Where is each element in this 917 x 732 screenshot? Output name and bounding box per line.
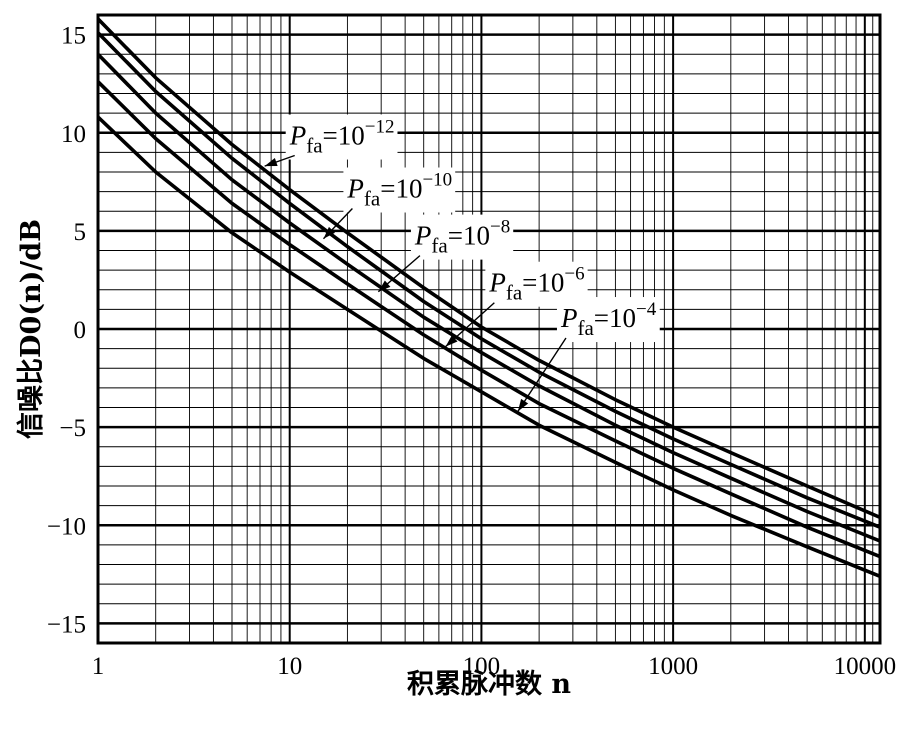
y-tick-label: −10: [47, 513, 86, 540]
x-tick-label: 10: [277, 653, 302, 680]
curve-label-bg: [343, 167, 456, 213]
series-line-2: [96, 31, 881, 529]
series-line-3: [96, 53, 881, 543]
x-tick-label: 1000: [648, 653, 698, 680]
curves: [96, 17, 881, 578]
x-tick-label: 1: [92, 653, 105, 680]
curve-labels: Pfa=10−12 Pfa=10−10 Pfa=10−8 Pfa=10−6Pfa=10…: [264, 114, 660, 412]
x-tick-label: 100: [463, 653, 501, 680]
plot-frame: [96, 13, 882, 645]
y-tick-label: −5: [59, 415, 86, 442]
curve-label-2: Pfa=10−10: [322, 167, 456, 240]
series-line-5: [96, 115, 881, 578]
y-tick-label: −15: [47, 611, 86, 638]
curve-label-5: Pfa=10−4: [517, 297, 660, 412]
y-tick-label: 15: [61, 23, 86, 50]
y-tick-label: 10: [61, 121, 86, 148]
curve-label-text: Pfa=10−6: [488, 264, 584, 305]
arrowhead: [323, 226, 336, 239]
x-axis-label: 积累脉冲数 n: [407, 669, 571, 700]
curve-label-bg: [556, 297, 660, 343]
leader-line: [517, 337, 567, 412]
series-line-1: [96, 17, 881, 520]
curve-label-text: Pfa=10−4: [560, 299, 657, 340]
curve-label-bg: [285, 114, 398, 160]
y-tick-label: 0: [74, 317, 87, 344]
y-tick-labels: 15 10 5 0 −5 −10 −15: [47, 23, 86, 639]
arrowhead: [445, 335, 458, 347]
x-tick-label: 10000: [834, 653, 897, 680]
x-tick-labels: 1 10 100 1000 10000: [92, 653, 896, 680]
series-line-4: [96, 80, 881, 559]
y-axis-label: 信噪比D0(n)/dB: [16, 219, 47, 439]
arrowhead: [264, 158, 278, 167]
curve-label-1: Pfa=10−12: [264, 114, 398, 167]
grid: [97, 14, 880, 644]
curve-label-text: Pfa=10−10: [346, 170, 452, 211]
curve-label-4: Pfa=10−6: [445, 261, 588, 348]
arrowhead: [517, 398, 529, 412]
curve-label-text: Pfa=10−8: [414, 217, 510, 258]
curve-label-3: Pfa=10−8: [377, 214, 514, 293]
arrowhead: [378, 280, 391, 292]
curve-label-text: Pfa=10−12: [289, 117, 395, 158]
curve-label-bg: [410, 214, 514, 260]
y-tick-label: 5: [74, 219, 87, 246]
